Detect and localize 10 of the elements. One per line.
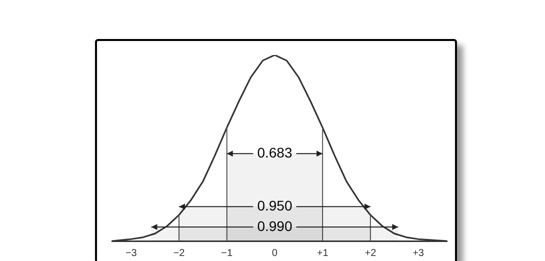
x-tick-label: −2 (173, 248, 186, 259)
band-label: 0.950 (257, 197, 292, 214)
x-tick-label: −3 (125, 248, 138, 259)
x-tick-label: +2 (364, 248, 377, 259)
x-tick-label: +1 (316, 248, 329, 259)
band-label: 0.990 (257, 218, 292, 234)
x-tick-label: +3 (412, 248, 424, 259)
x-tick-label: −1 (221, 248, 233, 259)
band-label: 0.683 (257, 144, 292, 160)
x-tick-label: 0 (272, 248, 278, 259)
